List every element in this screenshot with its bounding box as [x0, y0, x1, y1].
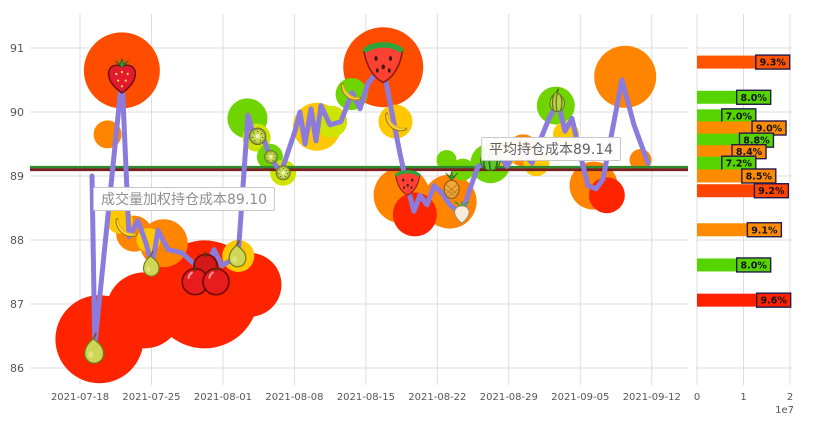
dist-bar-label-box — [755, 54, 791, 70]
x-tick-label: 0 — [694, 392, 700, 403]
y-tick-label: 91 — [10, 42, 24, 55]
y-tick-label: 86 — [10, 362, 24, 375]
dist-bar-pct-label: 9.2% — [758, 186, 785, 197]
dist-bar-pct-label: 8.5% — [746, 172, 773, 183]
fruit-marker-kiwi-icon — [275, 165, 291, 181]
x-tick-label: 2021-08-22 — [408, 392, 466, 403]
y-tick-label: 87 — [10, 298, 24, 311]
dist-bar-pct-label: 9.1% — [751, 225, 778, 236]
fruit-marker-kiwi-icon — [248, 127, 267, 146]
dist-bar-label-box — [741, 168, 777, 184]
dist-bar-label-box — [755, 292, 792, 308]
y-tick-label: 89 — [10, 170, 24, 183]
dist-bar-pct-label: 9.3% — [760, 58, 787, 69]
y-tick-label: 88 — [10, 234, 24, 247]
vwap-cost-annotation: 成交量加权持仓成本89.10 — [93, 187, 276, 211]
dist-bar-pct-label: 7.0% — [726, 111, 753, 122]
x-tick-label: 2021-08-29 — [480, 392, 538, 403]
x-tick-label: 2021-08-08 — [265, 392, 323, 403]
volume-bubble — [588, 177, 625, 214]
dist-bar-pct-label: 7.2% — [726, 159, 753, 170]
x-tick-label: 2021-07-18 — [51, 392, 109, 403]
dist-bar-label-box — [746, 222, 783, 238]
fruit-marker-kiwi-icon — [264, 150, 278, 164]
dist-bar-pct-label: 8.4% — [736, 147, 763, 158]
dist-bar-pct-label: 8.0% — [741, 260, 768, 271]
dist-bar-label-box — [735, 89, 772, 105]
dist-bar-pct-label: 8.8% — [743, 136, 770, 147]
x-tick-label: 2021-08-15 — [337, 392, 395, 403]
x-tick-label: 2021-08-01 — [194, 392, 252, 403]
dist-bar-pct-label: 8.0% — [741, 93, 768, 104]
dist-bar-label-box — [735, 257, 772, 273]
volume-bubble — [594, 45, 657, 108]
x-tick-label: 1 — [740, 392, 746, 403]
x-tick-label: 2021-09-12 — [623, 392, 681, 403]
y-tick-label: 90 — [10, 106, 24, 119]
x-tick-label: 2 — [787, 392, 793, 403]
dist-bar-label-box — [753, 183, 790, 199]
x-tick-label: 2021-09-05 — [551, 392, 609, 403]
distribution-chart-layers: 0 1 2 1e7 9.3% 8.0% 7.0%9.0%8.8%8.4%7.2% 8.5% 9.… — [694, 14, 794, 416]
distribution-chart[interactable]: 0 1 2 1e7 9.3% 8.0% 7.0%9.0%8.8%8.4%7.2% 8.5% 9.… — [693, 0, 813, 422]
x-scale-exp-label: 1e7 — [775, 405, 794, 416]
avg-cost-annotation: 平均持仓成本89.14 — [481, 137, 622, 161]
x-tick-label: 2021-07-25 — [122, 392, 180, 403]
price-chart-layers: 86 87 88 89 90 91 2021-07-18 2021-07-25 2021-08-… — [10, 14, 688, 403]
volume-bubble — [106, 272, 183, 349]
dist-bar-pct-label: 9.0% — [756, 124, 783, 135]
dist-bar-pct-label: 9.6% — [760, 296, 787, 307]
price-chart[interactable]: 86 87 88 89 90 91 2021-07-18 2021-07-25 2021-08-… — [0, 0, 693, 422]
volume-bubble — [436, 150, 457, 170]
